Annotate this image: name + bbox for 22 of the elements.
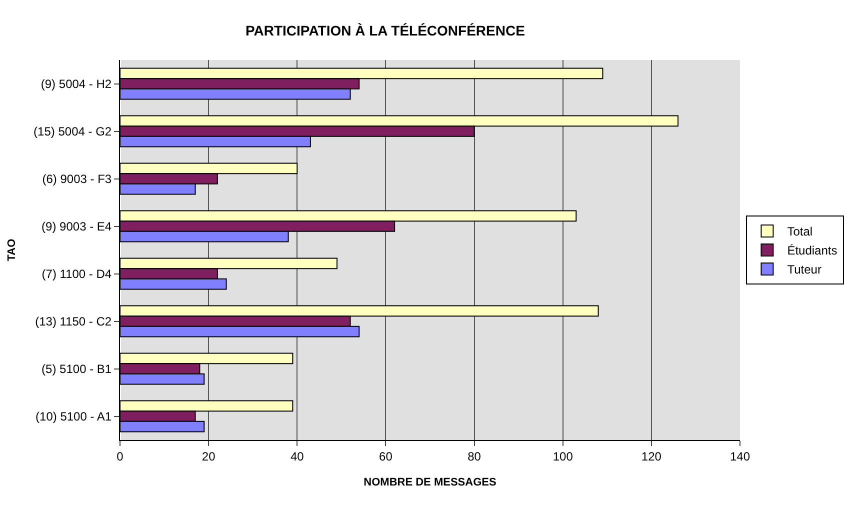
x-tick-label: 20 [202,449,216,464]
y-tick-label: (7) 1100 - D4 [42,266,112,281]
y-tick-label: (15) 5004 - G2 [34,124,112,138]
y-tick-label: (6) 9003 - F3 [42,172,112,186]
y-tick-label: (9) 9003 - E4 [42,219,112,234]
x-axis-title: NOMBRE DE MESSAGES [364,476,496,489]
legend-label: Total [787,224,813,239]
y-tick-label: (10) 5100 - A1 [36,409,112,424]
y-axis-title: TAO [6,238,18,262]
x-tick-label: 0 [116,449,124,464]
y-tick-label: (13) 1150 - C2 [35,314,112,328]
x-tick-label: 80 [468,449,482,464]
y-tick-label: (9) 5004 - H2 [40,76,112,91]
x-tick-label: 140 [730,449,750,464]
x-tick-label: 60 [379,449,393,464]
legend-label: Tuteur [787,262,822,277]
chart-title: PARTICIPATION À LA TÉLÉCONFÉRENCE [245,22,525,38]
x-tick-label: 40 [290,449,304,464]
y-tick-label: (5) 5100 - B1 [42,362,112,376]
x-tick-label: 100 [552,449,574,464]
x-tick-label: 120 [641,449,662,464]
legend-label: Étudiants [787,244,838,258]
